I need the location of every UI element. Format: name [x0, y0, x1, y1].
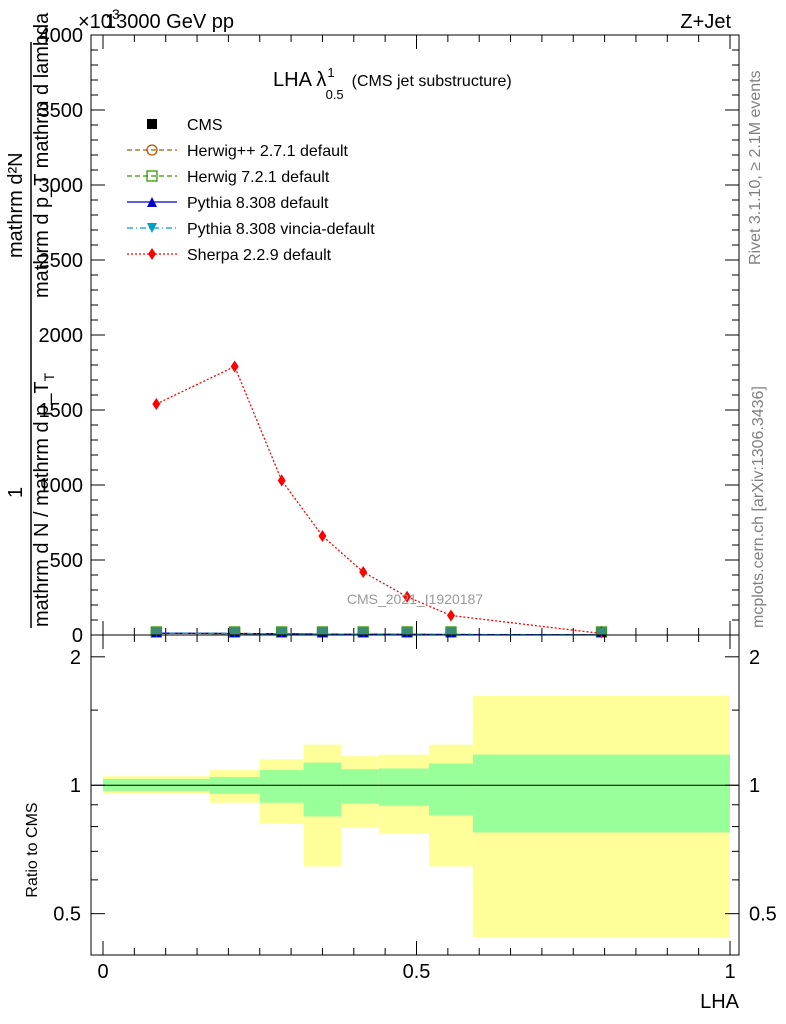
- data-point: [446, 609, 455, 622]
- ratio-tick-label-right: 1: [749, 775, 760, 797]
- ratio-tick-label: 1: [70, 775, 81, 797]
- process-label: Z+Jet: [680, 11, 731, 33]
- baseline-marker-overlap: [151, 628, 162, 635]
- legend-entry: Herwig 7.2.1 default: [127, 169, 330, 186]
- legend-marker: [147, 223, 157, 233]
- band-bin: [378, 768, 430, 806]
- legend-entry: Pythia 8.308 default: [127, 195, 329, 212]
- baseline-marker-overlap: [317, 628, 328, 635]
- y-tick-label: 2000: [39, 325, 84, 347]
- legend-entry: Herwig++ 2.7.1 default: [127, 143, 349, 160]
- ylabel-numerator: mathrm d²N: [5, 152, 27, 258]
- y-tick-label: 0: [72, 625, 83, 647]
- legend-marker: [147, 119, 157, 129]
- plot-title: LHA λ1 0.5(CMS jet substructure): [273, 65, 512, 102]
- x-ticks: 0 0.5 1: [97, 635, 736, 983]
- legend-marker: [148, 248, 156, 260]
- data-point: [359, 566, 368, 578]
- legend-label: Herwig++ 2.7.1 default: [187, 143, 349, 160]
- band-bin: [472, 754, 730, 833]
- y-tick-label: 1000: [39, 475, 84, 497]
- data-point: [152, 398, 161, 410]
- ratio-tick-label-right: 2: [749, 647, 760, 669]
- ratio-tick-label: 2: [70, 647, 81, 669]
- ylabel-denominator: mathrm d N / mathrm d p_TT: [31, 372, 57, 627]
- ratio-y-ticks: 0.5 0.5 1 1 2 2: [53, 647, 777, 926]
- y-tick-label: 1500: [39, 400, 84, 422]
- band-bin: [303, 762, 342, 817]
- ylabel-prefactor: 1: [5, 487, 27, 498]
- data-point: [403, 590, 412, 603]
- legend-entry: CMS: [147, 117, 223, 134]
- legend-entry: Pythia 8.308 vincia-default: [127, 221, 375, 238]
- data-point: [277, 474, 286, 487]
- ratio-y-axis-label: Ratio to CMS: [24, 802, 41, 897]
- legend-label: Sherpa 2.2.9 default: [187, 247, 332, 264]
- x-tick-label: 0.5: [403, 961, 431, 983]
- main-y-ticks: 0 500 1000 1500 2000 2500 3000 3500 4000: [39, 25, 739, 647]
- ratio-tick-label-right: 0.5: [749, 904, 777, 926]
- band-bin: [429, 763, 473, 816]
- legend-marker: [146, 170, 158, 182]
- analysis-watermark: CMS_2021_I1920187: [347, 591, 483, 607]
- main-y-axis-label: mathrm d²N mathrm d p_T mathrm d lambda …: [5, 12, 57, 628]
- baseline-marker-overlap: [229, 628, 240, 635]
- band-bin: [259, 770, 304, 803]
- ratio-bands: [103, 695, 730, 938]
- y-tick-label: 3000: [39, 175, 84, 197]
- band-stat: [103, 754, 730, 833]
- energy-label: 13000 GeV pp: [105, 11, 234, 33]
- legend-label: CMS: [187, 117, 223, 134]
- mcplots-label: mcplots.cern.ch [arXiv:1306.3436]: [750, 386, 767, 628]
- y-tick-label: 4000: [39, 25, 84, 47]
- ratio-frame: [90, 634, 740, 956]
- rivet-label: Rivet 3.1.10, ≥ 2.1M events: [747, 70, 764, 265]
- y-tick-label: 3500: [39, 100, 84, 122]
- baseline-marker-overlap: [402, 628, 413, 635]
- ylabel-numerator-den: mathrm d p_T mathrm d lambda: [31, 12, 53, 298]
- legend-label: Herwig 7.2.1 default: [187, 169, 330, 186]
- legend-label: Pythia 8.308 vincia-default: [187, 221, 375, 238]
- ratio-panel: 0.5 0.51 12 2 0 0.5 1: [53, 634, 777, 983]
- baseline-marker-overlap: [596, 628, 607, 635]
- main-panel: 0 500 1000 1500 2000 2500 3000 3500 4000 CMS_202…: [39, 25, 740, 647]
- legend-label: Pythia 8.308 default: [187, 195, 329, 212]
- band-bin: [341, 769, 379, 804]
- data-point: [318, 530, 327, 542]
- series-5: [152, 360, 606, 638]
- baseline-marker-overlap: [358, 628, 369, 635]
- baseline-marker-overlap: [276, 628, 287, 635]
- x-tick-label: 0: [97, 961, 108, 983]
- y-tick-label: 2500: [39, 250, 84, 272]
- x-tick-label: 1: [724, 961, 735, 983]
- legend-entry: Sherpa 2.2.9 default: [127, 247, 332, 264]
- y-tick-label: 500: [50, 550, 83, 572]
- ratio-tick-label: 0.5: [53, 904, 81, 926]
- legend: CMS Herwig++ 2.7.1 default Herwig 7.2.1 de…: [127, 117, 375, 264]
- legend-marker: [147, 197, 157, 207]
- x-axis-label: LHA: [700, 991, 740, 1013]
- data-point: [230, 360, 239, 373]
- baseline-marker-overlap: [445, 628, 456, 635]
- legend-marker: [146, 144, 158, 156]
- axis-exponent: ×103: [78, 6, 120, 33]
